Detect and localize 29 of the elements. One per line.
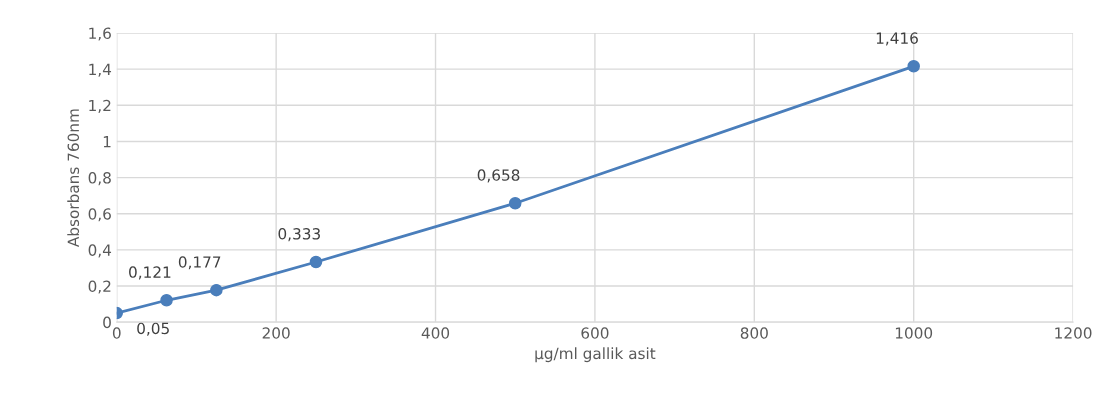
y-tick-label: 1,4: [89, 63, 112, 77]
point: [907, 60, 920, 73]
x-tick-label: 800: [740, 327, 768, 339]
data-label: 0,121: [129, 266, 171, 280]
data-label: 1,416: [876, 32, 918, 46]
y-tick-label: 1: [103, 136, 111, 148]
data-label: 0,05: [137, 322, 169, 336]
x-tick-label: 600: [581, 327, 609, 339]
x-tick-label: 1200: [1055, 327, 1092, 339]
y-tick-label: 0,8: [88, 172, 111, 186]
data-label: 0,333: [278, 228, 320, 242]
point: [309, 255, 323, 269]
x-tick-label: 0: [112, 327, 121, 339]
x-tick-label: 400: [421, 327, 450, 339]
x-tick-label: 1000: [895, 327, 933, 339]
x-axis-title: µg/ml gallik asit: [535, 347, 656, 363]
point: [210, 283, 223, 297]
y-tick-label: 0: [103, 316, 111, 329]
data-label: 0,658: [477, 169, 520, 183]
data-label: 0,177: [178, 256, 221, 270]
y-axis-title: Absorbans 760nm: [67, 109, 80, 247]
x-tick-label: 200: [262, 327, 290, 339]
y-tick-label: 0,4: [88, 244, 112, 258]
y-tick-label: 1,2: [89, 99, 111, 113]
y-tick-label: 0,2: [88, 280, 111, 294]
y-tick-label: 0,6: [88, 208, 111, 222]
point: [508, 196, 522, 210]
point: [160, 294, 173, 307]
y-tick-label: 1,6: [89, 27, 111, 41]
